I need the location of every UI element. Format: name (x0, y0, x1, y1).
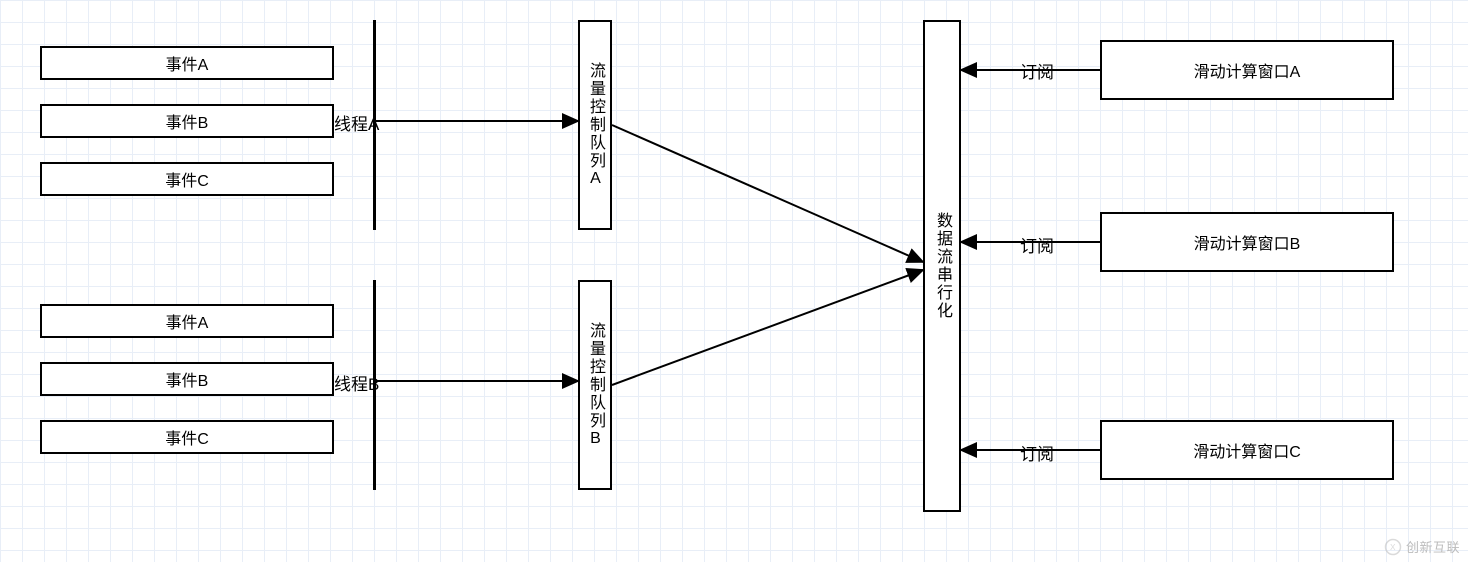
window-c-box: 滑动计算窗口C (1100, 420, 1394, 480)
window-b-label: 滑动计算窗口B (1194, 230, 1301, 254)
subscribe-a-label: 订阅 (1020, 58, 1054, 83)
event-c2-label: 事件C (165, 425, 209, 449)
window-b-box: 滑动计算窗口B (1100, 212, 1394, 272)
queue-b-box: 流量控制队列B (578, 280, 612, 490)
event-c1-label: 事件C (165, 167, 209, 191)
event-b2-label: 事件B (166, 367, 209, 391)
event-a2-label: 事件A (166, 309, 209, 333)
watermark: X 创新互联 (1384, 537, 1460, 556)
window-a-label: 滑动计算窗口A (1194, 58, 1301, 82)
queue-b-label: 流量控制队列B (583, 322, 607, 449)
window-c-label: 滑动计算窗口C (1193, 438, 1301, 462)
window-a-box: 滑动计算窗口A (1100, 40, 1394, 100)
event-b2-box: 事件B (40, 362, 334, 396)
svg-text:X: X (1390, 543, 1396, 552)
watermark-text: 创新互联 (1406, 537, 1460, 556)
thread-b-label: 线程B (334, 370, 379, 395)
event-c1-box: 事件C (40, 162, 334, 196)
event-a1-box: 事件A (40, 46, 334, 80)
serializer-label: 数据流串行化 (930, 212, 954, 320)
event-b1-label: 事件B (166, 109, 209, 133)
event-a1-label: 事件A (166, 51, 209, 75)
serializer-box: 数据流串行化 (923, 20, 961, 512)
subscribe-b-label: 订阅 (1020, 232, 1054, 257)
subscribe-c-label: 订阅 (1020, 440, 1054, 465)
queue-a-label: 流量控制队列A (583, 62, 607, 189)
thread-a-label: 线程A (334, 110, 379, 135)
queue-a-box: 流量控制队列A (578, 20, 612, 230)
event-b1-box: 事件B (40, 104, 334, 138)
event-c2-box: 事件C (40, 420, 334, 454)
watermark-icon: X (1384, 538, 1402, 556)
event-a2-box: 事件A (40, 304, 334, 338)
